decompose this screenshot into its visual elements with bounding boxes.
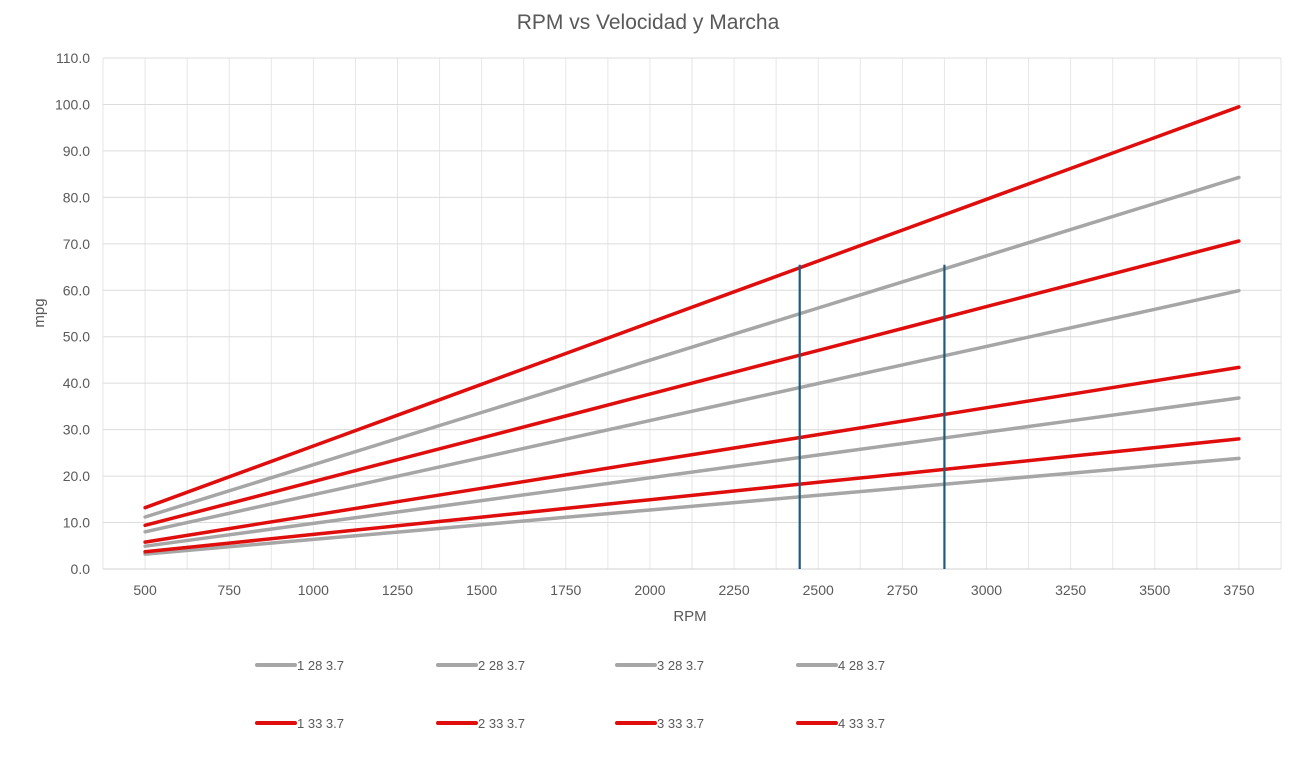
y-tick-label: 110.0: [56, 50, 90, 66]
series-line: [143, 239, 1241, 528]
legend-label: 2 28 3.7: [478, 658, 525, 673]
series-line: [143, 175, 1241, 519]
legend-label: 4 28 3.7: [838, 658, 885, 673]
series-line: [143, 288, 1241, 534]
x-tick-label: 1750: [550, 582, 581, 598]
x-axis-title: RPM: [673, 608, 706, 625]
series-lines: [143, 105, 1241, 556]
y-tick-label: 30.0: [63, 422, 90, 438]
legend-label: 2 33 3.7: [478, 716, 525, 731]
series-line: [143, 456, 1241, 556]
legend: 1 28 3.7 2 28 3.7 3 28 3.7 4 28 3.7 1 33 3.7…: [255, 658, 885, 731]
chart-title: RPM vs Velocidad y Marcha: [517, 11, 780, 34]
y-tick-label: 70.0: [63, 236, 90, 252]
x-tick-label: 3500: [1139, 582, 1170, 598]
legend-label: 1 33 3.7: [297, 716, 344, 731]
legend-label: 1 28 3.7: [297, 658, 344, 673]
y-tick-label: 60.0: [63, 282, 90, 298]
x-tick-label: 1500: [466, 582, 497, 598]
x-tick-label: 1000: [298, 582, 329, 598]
x-tick-label: 3750: [1223, 582, 1254, 598]
series-line: [143, 396, 1241, 548]
series-line: [143, 437, 1241, 554]
y-axis-ticks: 0.0 10.0 20.0 30.0 40.0 50.0 60.0 70.0 80.0 90.0 1…: [55, 50, 90, 577]
y-tick-label: 40.0: [63, 375, 90, 391]
y-tick-label: 0.0: [71, 561, 91, 577]
x-tick-label: 2250: [718, 582, 749, 598]
y-tick-label: 100.0: [55, 96, 90, 112]
y-tick-label: 10.0: [63, 515, 90, 531]
x-axis-ticks: 500 750 1000 1250 1500 1750 2000 2250 2500 2750 30…: [133, 582, 1254, 598]
series-line: [143, 365, 1241, 544]
y-tick-label: 50.0: [63, 329, 90, 345]
legend-label: 3 28 3.7: [657, 658, 704, 673]
y-axis-title: mpg: [31, 298, 48, 327]
x-tick-label: 3250: [1055, 582, 1086, 598]
grid: [102, 57, 1282, 570]
annotation-lines: [798, 264, 946, 569]
x-tick-label: 500: [133, 582, 157, 598]
y-tick-label: 80.0: [63, 189, 90, 205]
legend-label: 4 33 3.7: [838, 716, 885, 731]
legend-label: 3 33 3.7: [657, 716, 704, 731]
x-tick-label: 2500: [803, 582, 834, 598]
series-line: [143, 105, 1241, 510]
y-tick-label: 90.0: [63, 143, 90, 159]
x-tick-label: 1250: [382, 582, 413, 598]
x-tick-label: 2750: [887, 582, 918, 598]
x-tick-label: 3000: [971, 582, 1002, 598]
x-tick-label: 2000: [634, 582, 665, 598]
y-tick-label: 20.0: [63, 468, 90, 484]
x-tick-label: 750: [218, 582, 242, 598]
